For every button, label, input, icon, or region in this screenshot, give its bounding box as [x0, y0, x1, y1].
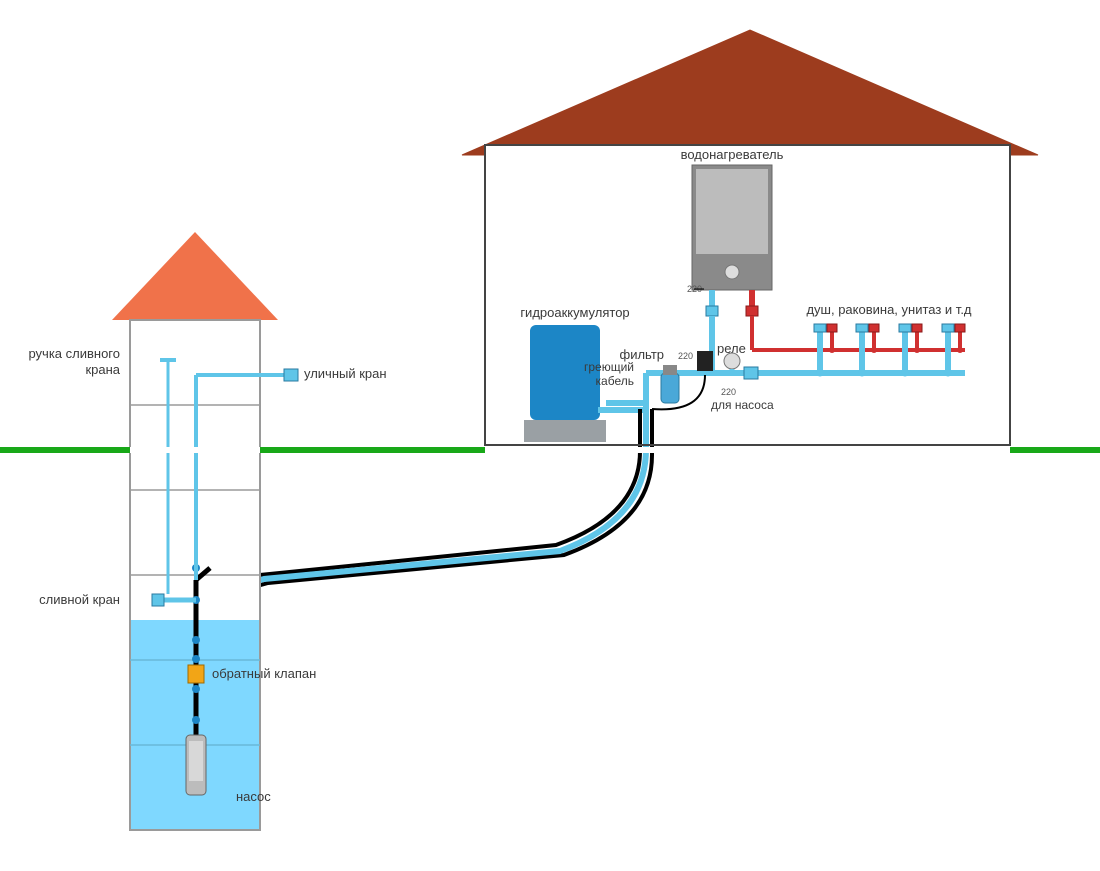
underground-cold-pipe [210, 449, 646, 640]
label-for-pump: для насоса [711, 398, 774, 412]
label-pump: насос [236, 789, 271, 804]
label-heating-cable-1: греющий [584, 360, 634, 374]
water-heater-panel [696, 169, 768, 254]
joint [945, 370, 952, 377]
label-check-valve: обратный клапан [212, 666, 316, 681]
joint [829, 347, 835, 353]
fixture-hot-valve-3 [955, 324, 965, 332]
joint [902, 370, 909, 377]
riser-joint-2 [192, 636, 200, 644]
ground-mask-well [129, 447, 261, 453]
fixture-cold-valve-2 [899, 324, 911, 332]
label-heating-cable-2: кабель [596, 374, 634, 388]
riser-joint-4 [192, 685, 200, 693]
label-220-relay: 220 [721, 387, 736, 397]
label-handle-2: крана [85, 362, 120, 377]
ground-mask-house [483, 447, 1012, 453]
house-roof [462, 30, 1038, 155]
drain-valve [152, 594, 164, 606]
hydro-base [524, 420, 606, 442]
riser-joint-3 [192, 655, 200, 663]
joint [859, 370, 866, 377]
filter-cap [663, 365, 677, 375]
joint [871, 347, 877, 353]
joint [914, 347, 920, 353]
label-hydro: гидроаккумулятор [520, 305, 629, 320]
fixture-cold-valve-0 [814, 324, 826, 332]
shutoff-valve [744, 367, 758, 379]
relay [697, 351, 713, 371]
fixture-hot-valve-2 [912, 324, 922, 332]
riser-joint-5 [192, 716, 200, 724]
label-outdoor-tap: уличный кран [304, 366, 387, 381]
heater-dial [725, 265, 739, 279]
label-220-filter: 220 [678, 351, 693, 361]
label-water-heater: водонагреватель [681, 147, 784, 162]
heater-hot-valve [746, 306, 758, 316]
label-drain-valve: сливной кран [39, 592, 120, 607]
label-fixtures: душ, раковина, унитаз и т.д [806, 302, 971, 317]
label-handle-1: ручка сливного [28, 346, 120, 361]
filter [661, 373, 679, 403]
fixture-hot-valve-0 [827, 324, 837, 332]
fixture-hot-valve-1 [869, 324, 879, 332]
fixture-cold-valve-1 [856, 324, 868, 332]
fixture-cold-valve-3 [942, 324, 954, 332]
outdoor-tap [284, 369, 298, 381]
pressure-gauge [724, 353, 740, 369]
check-valve [188, 665, 204, 683]
pump-grille [189, 741, 203, 781]
well-roof [112, 232, 278, 320]
joint [817, 370, 824, 377]
heater-cold-valve [706, 306, 718, 316]
joint [957, 347, 963, 353]
